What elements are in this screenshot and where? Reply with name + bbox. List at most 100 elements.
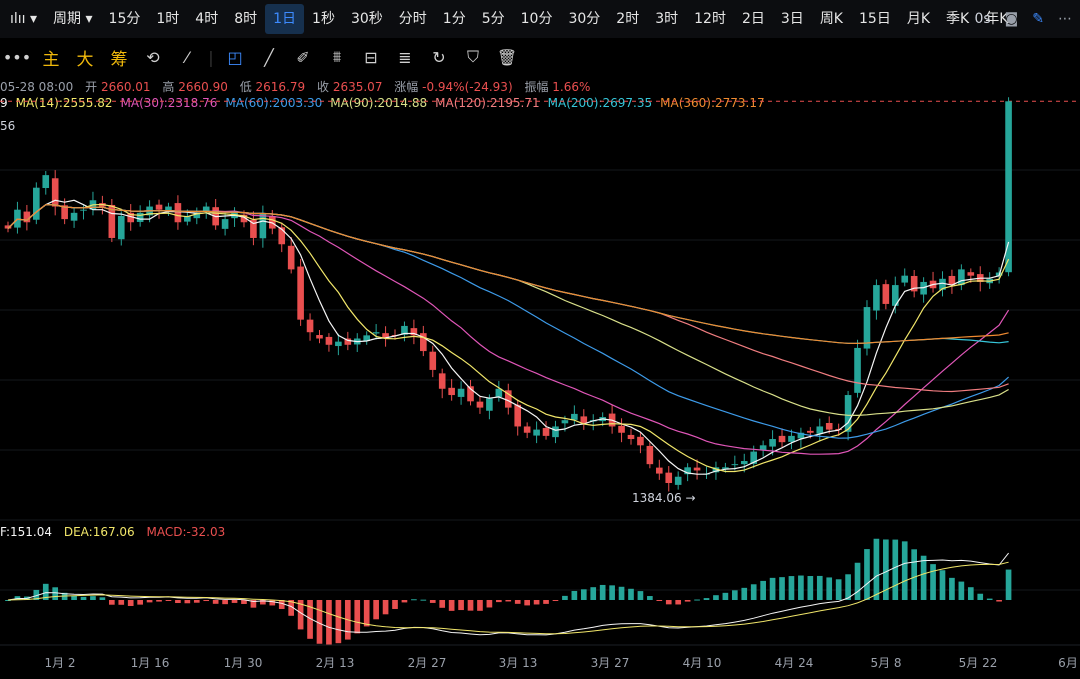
candle-body	[259, 212, 267, 239]
period-dropdown[interactable]: 周期 ▾	[53, 11, 93, 27]
timeframe-17[interactable]: 周K	[819, 11, 843, 27]
dea-line	[7, 561, 1009, 635]
candle-body	[552, 426, 559, 438]
candle-body	[268, 215, 276, 229]
ma-legend-item-3: MA(60):2003.30	[225, 96, 323, 110]
macd-bar	[363, 600, 370, 627]
macd-bar	[212, 600, 219, 604]
pattern-icon[interactable]: ⩩	[332, 47, 342, 66]
macd-bar	[552, 600, 559, 601]
ma-legend-item-0: 9	[0, 96, 8, 110]
x-axis-label: 1月 30	[223, 656, 263, 670]
chart-type-button[interactable]: ılıı ▾	[0, 4, 45, 34]
candle-body	[618, 425, 625, 433]
trash-icon[interactable]: 🗑	[496, 47, 518, 67]
timeframe-6[interactable]: 30秒	[350, 11, 383, 27]
candle-body	[165, 206, 172, 211]
candle-body	[561, 420, 569, 424]
big-order-button[interactable]: 大	[76, 49, 94, 70]
low-marker-label: 1384.06 →	[632, 491, 696, 505]
edit-icon[interactable]: ✎	[1032, 11, 1044, 27]
timeframe-13[interactable]: 3时	[655, 11, 679, 27]
x-axis-label: 3月 27	[590, 656, 630, 670]
timeframe-21[interactable]: 年K	[985, 11, 1009, 27]
timeframe-3[interactable]: 8时	[234, 11, 258, 27]
macd-bar	[665, 600, 672, 605]
draw-select-icon[interactable]: ◰	[227, 47, 243, 67]
ma-legend-item-5: MA(120):2195.71	[435, 96, 540, 110]
macd-bar	[741, 587, 748, 600]
timeframe-9[interactable]: 5分	[481, 11, 505, 27]
candle-body	[816, 426, 824, 434]
candle-body	[467, 386, 474, 402]
candle-body	[61, 205, 68, 220]
candle-body	[155, 204, 163, 210]
timeframe-4[interactable]: 1日	[265, 4, 305, 34]
timeframe-1[interactable]: 1时	[156, 11, 180, 27]
candle-body	[693, 467, 701, 471]
note-icon[interactable]: ≣	[398, 47, 412, 67]
macd-bar	[307, 600, 313, 639]
candle-body	[80, 209, 87, 211]
timeframe-8[interactable]: 1分	[442, 11, 466, 27]
camera-icon[interactable]: ◙	[1004, 11, 1019, 27]
timeframe-2[interactable]: 4时	[195, 11, 219, 27]
macd-bar	[618, 586, 625, 600]
more-icon[interactable]: ⋯	[1058, 11, 1072, 27]
main-indicator-button[interactable]: 主	[42, 49, 60, 70]
candle-body	[533, 429, 540, 436]
macd-bar	[562, 595, 568, 600]
ma-legend-item-6: MA(200):2697.35	[547, 96, 653, 110]
x-axis-label: 4月 10	[682, 656, 722, 670]
macd-bar	[788, 576, 795, 600]
macd-bar	[977, 593, 984, 600]
macd-bar	[496, 600, 502, 603]
chips-button[interactable]: 筹	[110, 49, 128, 70]
timeframe-20[interactable]: 季K	[946, 11, 970, 27]
timeframe-11[interactable]: 30分	[568, 11, 601, 27]
timeframe-12[interactable]: 2时	[616, 11, 640, 27]
macd-bar	[411, 599, 417, 601]
timeframe-7[interactable]: 分时	[398, 11, 427, 27]
macd-bar	[816, 575, 823, 600]
sync-icon[interactable]: ⟲	[146, 47, 160, 67]
pen-icon[interactable]: ⁄	[185, 47, 189, 67]
timeframe-14[interactable]: 12时	[694, 11, 726, 27]
macd-bar	[14, 596, 21, 600]
magnet-icon[interactable]: ↻	[432, 47, 446, 67]
timeframe-18[interactable]: 15日	[859, 11, 891, 27]
brush-icon[interactable]: ✐	[296, 47, 310, 67]
timeframe-5[interactable]: 1秒	[312, 11, 335, 27]
timeframe-15[interactable]: 2日	[741, 11, 765, 27]
candle-body	[514, 404, 522, 427]
candle-body	[316, 335, 323, 339]
filter-icon[interactable]: ⛉	[466, 47, 479, 66]
candle-body	[948, 275, 956, 286]
candle-body	[769, 439, 776, 447]
more-options-icon[interactable]: •••	[2, 47, 32, 67]
macd-bar	[231, 600, 238, 603]
macd-bar	[798, 575, 804, 600]
candle-body	[740, 461, 748, 465]
candle-body	[250, 219, 257, 238]
candle-body	[401, 325, 408, 335]
macd-bar	[420, 599, 427, 601]
timeframe-16[interactable]: 3日	[780, 11, 804, 27]
candle-body	[127, 212, 135, 223]
macd-bar	[911, 549, 917, 600]
timeframe-10[interactable]: 10分	[520, 11, 553, 27]
macd-bar	[33, 589, 40, 600]
candle-body	[287, 245, 295, 270]
macd-bar	[580, 589, 587, 600]
close-value: 2635.07	[332, 80, 383, 94]
candle-body	[684, 467, 691, 475]
timeframe-0[interactable]: 15分	[108, 11, 141, 27]
candle-body	[939, 278, 946, 290]
range-icon[interactable]: ⊟	[364, 47, 378, 67]
ruler-icon[interactable]: ╱	[264, 47, 274, 67]
macd-bar	[628, 588, 634, 600]
macd-bar	[316, 600, 323, 644]
timeframe-19[interactable]: 月K	[906, 11, 931, 27]
ma-legend-item-2: MA(30):2318.76	[120, 96, 218, 110]
